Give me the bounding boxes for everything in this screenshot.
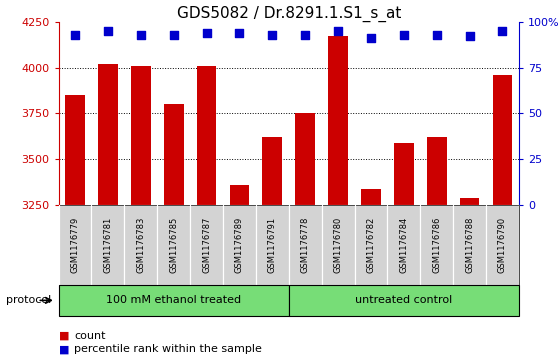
Bar: [289, 285, 519, 316]
Point: [498, 28, 507, 34]
Point: [367, 35, 376, 41]
Bar: [59, 285, 288, 316]
Bar: [223, 205, 256, 285]
Bar: [361, 189, 381, 205]
Bar: [131, 66, 151, 205]
Text: GSM1176791: GSM1176791: [268, 217, 277, 273]
Text: GSM1176778: GSM1176778: [301, 217, 310, 273]
Text: GSM1176782: GSM1176782: [367, 217, 376, 273]
Bar: [354, 205, 387, 285]
Title: GDS5082 / Dr.8291.1.S1_s_at: GDS5082 / Dr.8291.1.S1_s_at: [176, 5, 401, 22]
Point: [301, 32, 310, 37]
Text: ■: ■: [59, 344, 69, 354]
Point: [334, 28, 343, 34]
Bar: [196, 66, 217, 205]
Point: [169, 32, 178, 37]
Bar: [321, 205, 354, 285]
Text: GSM1176779: GSM1176779: [70, 217, 80, 273]
Text: untreated control: untreated control: [355, 295, 453, 305]
Bar: [59, 205, 92, 285]
Bar: [328, 36, 348, 205]
Bar: [229, 185, 249, 205]
Point: [103, 28, 112, 34]
Bar: [387, 205, 420, 285]
Point: [70, 32, 79, 37]
Bar: [92, 205, 124, 285]
Bar: [164, 104, 184, 205]
Bar: [486, 205, 519, 285]
Text: GSM1176784: GSM1176784: [400, 217, 408, 273]
Bar: [98, 64, 118, 205]
Bar: [295, 113, 315, 205]
Point: [235, 30, 244, 36]
Text: count: count: [74, 331, 105, 341]
Point: [268, 32, 277, 37]
Bar: [157, 205, 190, 285]
Bar: [427, 137, 446, 205]
Point: [202, 30, 211, 36]
Bar: [289, 205, 321, 285]
Point: [136, 32, 145, 37]
Text: GSM1176785: GSM1176785: [169, 217, 178, 273]
Bar: [493, 75, 512, 205]
Bar: [394, 143, 413, 205]
Point: [432, 32, 441, 37]
Text: GSM1176787: GSM1176787: [202, 217, 211, 273]
Text: GSM1176783: GSM1176783: [136, 217, 145, 273]
Text: GSM1176780: GSM1176780: [334, 217, 343, 273]
Bar: [453, 205, 486, 285]
Text: percentile rank within the sample: percentile rank within the sample: [74, 344, 262, 354]
Text: GSM1176790: GSM1176790: [498, 217, 507, 273]
Point: [465, 33, 474, 39]
Bar: [124, 205, 157, 285]
Point: [400, 32, 408, 37]
Bar: [190, 205, 223, 285]
Bar: [460, 198, 479, 205]
Bar: [65, 95, 85, 205]
Text: 100 mM ethanol treated: 100 mM ethanol treated: [106, 295, 241, 305]
Bar: [420, 205, 453, 285]
Text: protocol: protocol: [6, 295, 51, 305]
Text: GSM1176781: GSM1176781: [103, 217, 112, 273]
Bar: [256, 205, 289, 285]
Text: GSM1176789: GSM1176789: [235, 217, 244, 273]
Text: GSM1176788: GSM1176788: [465, 217, 474, 273]
Text: ■: ■: [59, 331, 69, 341]
Text: GSM1176786: GSM1176786: [432, 217, 441, 273]
Bar: [262, 137, 282, 205]
